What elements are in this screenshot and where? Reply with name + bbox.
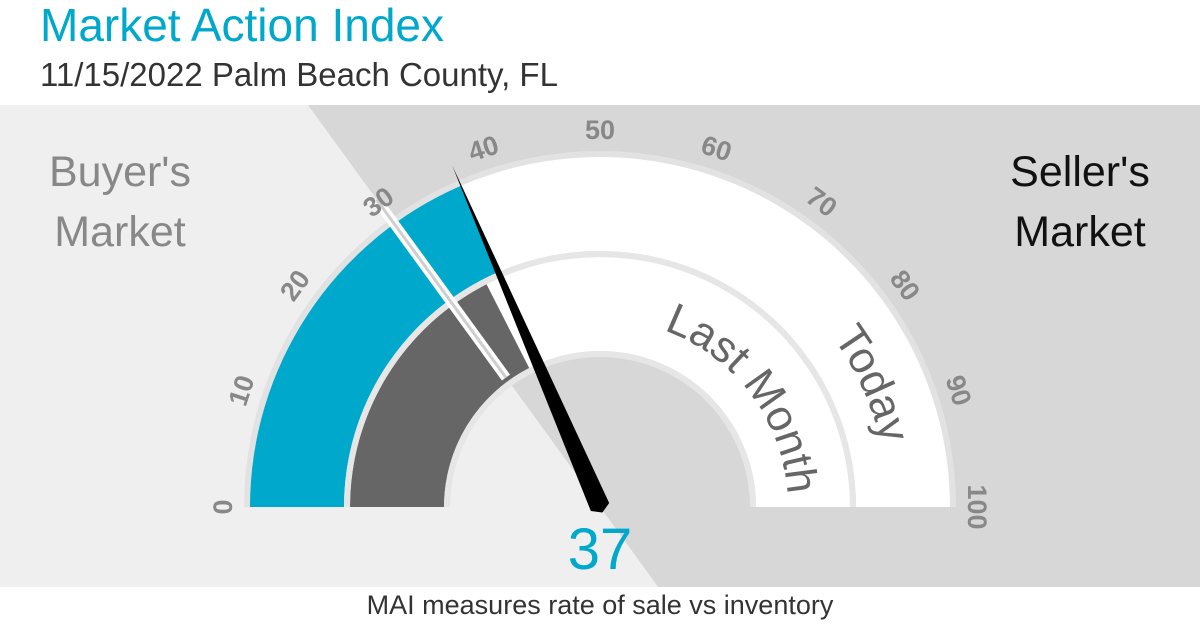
- footer-note: MAI measures rate of sale vs inventory: [366, 590, 834, 620]
- tick-label: 50: [585, 115, 615, 145]
- tick-label: 0: [208, 499, 238, 514]
- page-title: Market Action Index: [40, 0, 444, 51]
- page-subtitle: 11/15/2022 Palm Beach County, FL: [40, 56, 558, 93]
- tick-label: 100: [962, 484, 992, 529]
- today-ring-remainder: [460, 156, 950, 507]
- sellers-market-label-line1: Seller's: [1010, 148, 1150, 196]
- current-value: 37: [568, 517, 633, 582]
- needle-pointer: [452, 165, 610, 513]
- sellers-market-label-line2: Market: [1014, 208, 1145, 256]
- threshold-divider-core: [375, 198, 508, 379]
- buyers-market-label-line2: Market: [54, 208, 185, 256]
- today-ring-fill: [250, 185, 499, 507]
- last-month-ring-remainder: [486, 257, 850, 507]
- buyers-market-label-line1: Buyer's: [49, 148, 191, 196]
